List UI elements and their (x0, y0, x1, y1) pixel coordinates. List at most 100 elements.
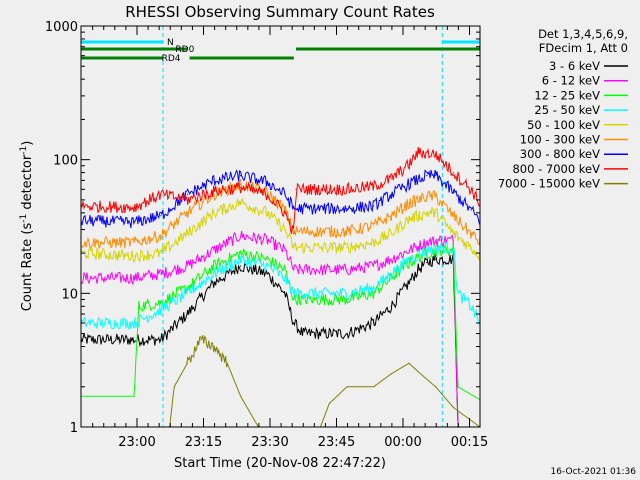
data-point (266, 273, 268, 275)
data-point (138, 339, 140, 341)
data-point (133, 221, 135, 223)
data-point (417, 152, 419, 154)
data-point (133, 241, 135, 244)
data-point (240, 252, 242, 254)
data-point (133, 255, 135, 257)
data-point (435, 386, 437, 388)
data-point (213, 282, 215, 284)
data-point (293, 233, 295, 235)
data-point (240, 395, 242, 397)
data-point (390, 373, 392, 375)
data-point (408, 249, 410, 251)
rd0-flag-label: RD0 (175, 45, 194, 55)
data-point (186, 313, 188, 315)
data-point (133, 277, 135, 279)
data-point (284, 292, 286, 294)
data-point (213, 190, 215, 192)
data-point (435, 175, 437, 177)
series-3 (80, 244, 481, 401)
data-point (186, 233, 188, 235)
legend-label: 50 - 100 keV (527, 118, 600, 132)
legend-label: 100 - 300 keV (520, 133, 600, 147)
series-6 (80, 178, 481, 250)
generated-timestamp: 16-Oct-2021 01:36 (551, 467, 637, 477)
data-point (173, 386, 175, 388)
data-point (200, 339, 202, 341)
series-line (80, 169, 481, 228)
data-point (373, 287, 375, 289)
y-axis: 1 10 100 1000 (45, 20, 480, 436)
y-axis-label: Count Rate (s-1 detector-1) (19, 141, 35, 312)
series-8 (80, 147, 481, 235)
data-point (408, 282, 410, 284)
data-point (133, 206, 135, 208)
data-point (266, 212, 268, 214)
data-point (452, 215, 454, 217)
series-layer (80, 147, 481, 428)
legend-label: 800 - 7000 keV (512, 162, 600, 176)
data-point (408, 218, 410, 220)
chart-title: RHESSI Observing Summary Count Rates (125, 3, 435, 21)
data-point (408, 202, 410, 205)
data-point (213, 193, 215, 195)
data-point (160, 339, 162, 341)
legend-label: 25 - 50 keV (534, 103, 600, 117)
data-point (408, 163, 410, 166)
data-point (240, 265, 242, 267)
data-point (186, 265, 188, 267)
data-point (390, 215, 392, 217)
data-point (186, 199, 188, 201)
data-point (457, 292, 459, 294)
data-point (240, 235, 242, 237)
data-point (213, 273, 215, 275)
data-point (293, 230, 295, 233)
data-point (346, 269, 348, 271)
data-point (373, 225, 375, 227)
data-point (266, 258, 268, 260)
series-line (80, 253, 480, 428)
data-point (266, 191, 268, 193)
data-point (293, 208, 295, 210)
data-point (417, 269, 419, 271)
data-point (457, 386, 459, 388)
data-point (452, 239, 454, 241)
data-point (293, 247, 295, 249)
x-tick-label: 23:45 (318, 435, 355, 450)
data-point (470, 209, 472, 211)
data-point (470, 247, 472, 249)
data-point (266, 181, 268, 183)
data-point (160, 252, 162, 254)
data-point (160, 309, 162, 311)
legend-label: 12 - 25 keV (534, 88, 600, 102)
data-point (373, 322, 375, 324)
data-point (284, 249, 286, 251)
y-tick-label: 1 (70, 421, 78, 436)
data-point (160, 273, 162, 275)
data-point (346, 230, 348, 233)
data-point (160, 193, 162, 195)
data-point (293, 298, 295, 300)
data-point (408, 261, 410, 264)
data-point (373, 386, 375, 388)
legend-header-line-2: FDecim 1, Att 0 (539, 41, 628, 55)
data-point (293, 292, 295, 294)
data-point (470, 305, 472, 307)
data-point (426, 261, 428, 264)
data-point (373, 205, 375, 207)
data-point (426, 212, 428, 214)
data-point (426, 175, 428, 177)
data-point (452, 233, 454, 235)
x-tick-label: 00:15 (451, 435, 488, 450)
data-point (390, 233, 392, 235)
data-point (346, 333, 348, 335)
data-point (452, 406, 454, 409)
data-point (186, 193, 188, 195)
data-point (439, 247, 441, 249)
data-point (426, 241, 428, 244)
data-point (373, 185, 375, 188)
series-line (80, 241, 481, 331)
x-axis-label: Start Time (20-Nov-08 22:47:22) (174, 456, 386, 471)
series-line (80, 178, 481, 250)
data-point (133, 395, 135, 397)
